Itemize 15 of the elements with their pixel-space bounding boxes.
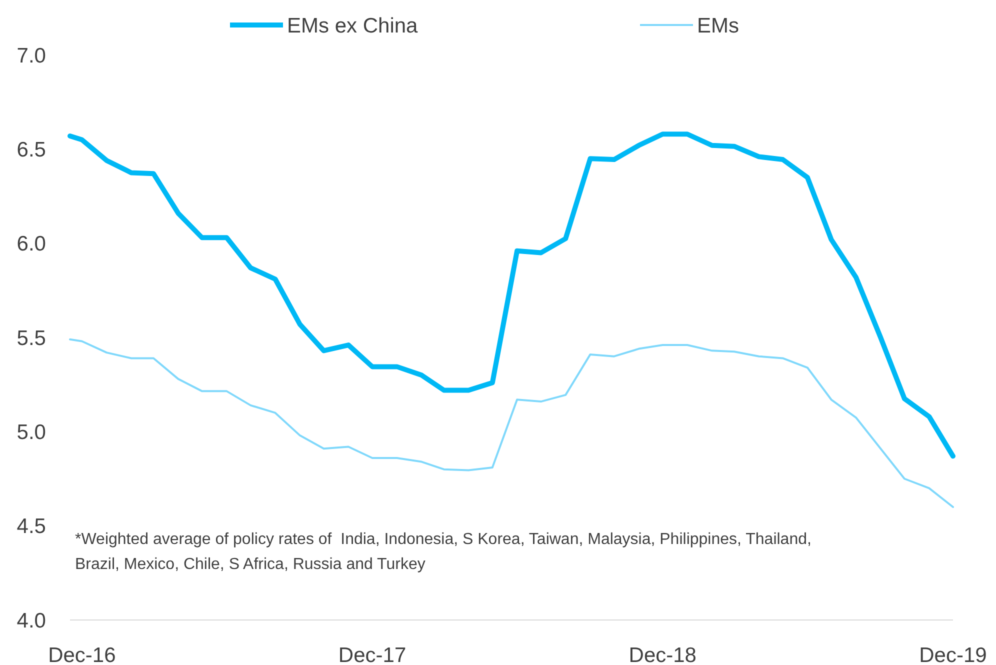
legend-label: EMs ex China [287,14,418,38]
y-tick-label: 5.0 [16,421,46,444]
y-tick-label: 7.0 [16,44,46,68]
y-tick-label: 6.5 [16,138,46,162]
y-tick-label: 4.5 [16,515,46,538]
x-tick-label: Dec-16 [48,644,116,665]
x-tick-label: Dec-17 [338,644,406,665]
annotation: *Weighted average of policy rates of India, Indonesia, S Korea, Taiwan, Malaysia, Philippines, Thailand, Brazil, Mexico, Chile, S Africa, Russia and Turkey [75,530,812,575]
line-series [69,338,954,508]
x-tick-label: Dec-18 [628,644,696,665]
y-tick-label: 6.0 [16,232,46,256]
y-tick-label: 4.0 [16,609,46,632]
y-tick-label: 5.5 [16,326,46,350]
legend-label: EMs [697,14,739,38]
x-tick-label: Dec-19 [919,644,987,665]
